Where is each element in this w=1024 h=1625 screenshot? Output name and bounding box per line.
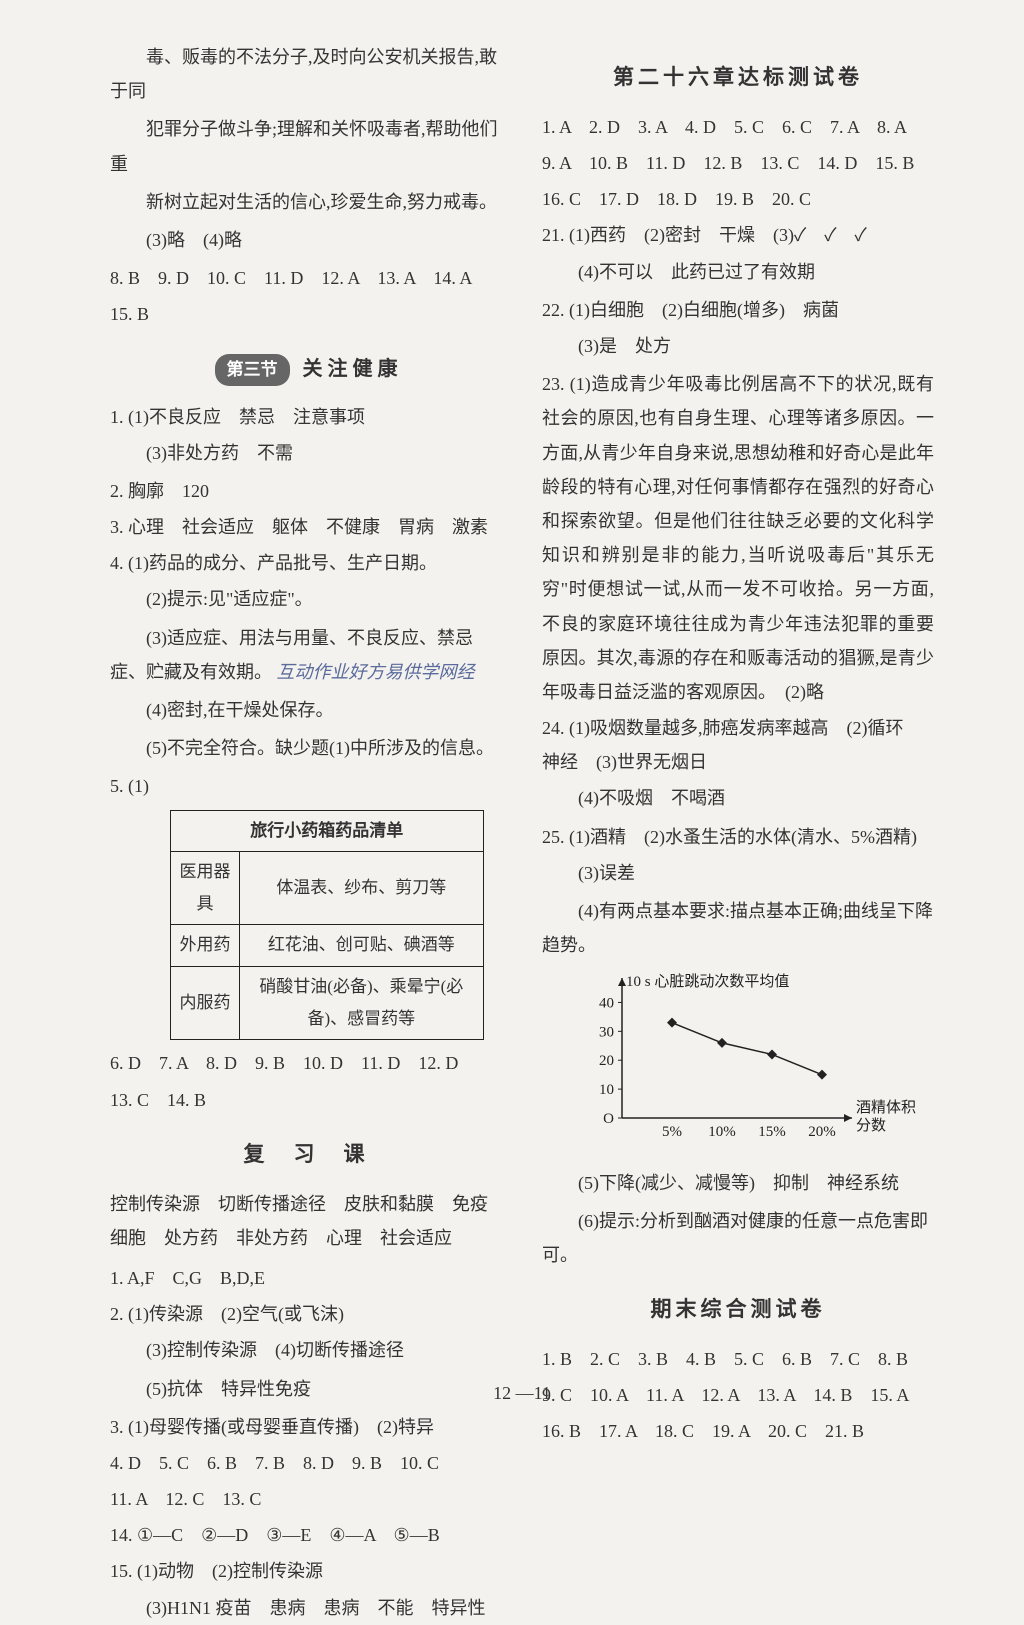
table-row: 内服药 硝酸甘油(必备)、乘晕宁(必备)、感冒药等: [171, 966, 484, 1040]
answer-row: 8. B 9. D 10. C 11. D 12. A 13. A 14. A: [110, 261, 502, 295]
body-text: (3)略 (4)略: [110, 223, 502, 257]
list-item: 2. 胸廓 120: [110, 474, 502, 508]
body-text: 毒、贩毒的不法分子,及时向公安机关报告,敢于同: [110, 40, 502, 108]
chapter-heading: 第二十六章达标测试卷: [542, 58, 934, 98]
answer-row: 1. B 2. C 3. B 4. B 5. C 6. B 7. C 8. B: [542, 1342, 934, 1376]
answer-text: (5)下降(减少、减慢等) 抑制 神经系统: [542, 1166, 934, 1200]
answer-row: 9. C 10. A 11. A 12. A 13. A 14. B 15. A: [542, 1378, 934, 1412]
answer-row: 15. B: [110, 297, 502, 331]
answer-text: (1)传染源 (2)空气(或飞沫): [128, 1304, 344, 1324]
answer-text: (4)密封,在干燥处保存。: [110, 693, 502, 727]
answer-text: (1)吸烟数量越多,肺癌发病率越高 (2)循环 神经 (3)世界无烟日: [542, 718, 921, 772]
list-item: 1. A,F C,G B,D,E: [110, 1261, 502, 1295]
answer-text: (1)药品的成分、产品批号、生产日期。: [128, 553, 437, 573]
list-item: 1. (1)不良反应 禁忌 注意事项: [110, 400, 502, 434]
cell: 红花油、创可贴、碘酒等: [240, 925, 484, 966]
answer-text: (3)H1N1 疫苗 患病 患病 不能 特异性: [110, 1591, 502, 1625]
answer-text: (1)造成青少年吸毒比例居高不下的状况,既有社会的原因,也有自身生理、心理等诸多…: [542, 374, 934, 702]
right-column: 第二十六章达标测试卷 1. A 2. D 3. A 4. D 5. C 6. C…: [542, 40, 934, 1360]
list-item: 22. (1)白细胞 (2)白细胞(增多) 病菌: [542, 293, 934, 327]
review-heading: 复 习 课: [110, 1135, 502, 1175]
svg-text:10 s 心脏跳动次数平均值: 10 s 心脏跳动次数平均值: [626, 973, 789, 990]
answer-row: 16. C 17. D 18. D 19. B 20. C: [542, 182, 934, 216]
svg-text:O: O: [603, 1111, 614, 1127]
section-title: 关 注 健 康: [303, 358, 398, 380]
answer-row: 1. A 2. D 3. A 4. D 5. C 6. C 7. A 8. A: [542, 110, 934, 144]
list-item: 25. (1)酒精 (2)水蚤生活的水体(清水、5%酒精): [542, 820, 934, 854]
list-item: 3. (1)母婴传播(或母婴垂直传播) (2)特异: [110, 1410, 502, 1444]
answer-text: (1)酒精 (2)水蚤生活的水体(清水、5%酒精): [569, 827, 917, 847]
handwriting-annotation: 互动作业好方易供学网经: [277, 662, 475, 682]
table-row: 外用药 红花油、创可贴、碘酒等: [171, 925, 484, 966]
answer-text: (3)非处方药 不需: [110, 436, 502, 470]
answer-text: (3)控制传染源 (4)切断传播途径: [110, 1333, 502, 1367]
final-heading: 期末综合测试卷: [542, 1290, 934, 1330]
table-header: 旅行小药箱药品清单: [171, 810, 484, 851]
answer-text: (5)不完全符合。缺少题(1)中所涉及的信息。: [110, 731, 502, 765]
svg-text:5%: 5%: [662, 1124, 682, 1140]
svg-text:20%: 20%: [808, 1124, 836, 1140]
cell: 硝酸甘油(必备)、乘晕宁(必备)、感冒药等: [240, 966, 484, 1040]
columns: 毒、贩毒的不法分子,及时向公安机关报告,敢于同 犯罪分子做斗争;理解和关怀吸毒者…: [110, 40, 934, 1360]
list-item: 24. (1)吸烟数量越多,肺癌发病率越高 (2)循环 神经 (3)世界无烟日: [542, 711, 934, 779]
answer-text: A,F C,G B,D,E: [127, 1268, 265, 1288]
list-item: 4. (1)药品的成分、产品批号、生产日期。: [110, 546, 502, 580]
answer-row: 4. D 5. C 6. B 7. B 8. D 9. B 10. C: [110, 1446, 502, 1480]
section-badge: 第三节: [215, 354, 290, 386]
heartbeat-chart: O 10 20 30 40 5% 10% 15% 20% 10 s 心脏跳动次数平均值酒精体积分数: [582, 968, 934, 1159]
answer-text: (2)提示:见"适应症"。: [110, 582, 502, 616]
svg-text:15%: 15%: [758, 1124, 786, 1140]
answer-row: 16. B 17. A 18. C 19. A 20. C 21. B: [542, 1414, 934, 1448]
body-text: 犯罪分子做斗争;理解和关怀吸毒者,帮助他们重: [110, 112, 502, 180]
cell: 外用药: [171, 925, 240, 966]
list-item: 15. (1)动物 (2)控制传染源: [110, 1554, 502, 1588]
answer-text: 心理 社会适应 躯体 不健康 胃病 激素: [128, 517, 488, 537]
list-item: 5. (1): [110, 769, 502, 803]
answer-text: (3)是 处方: [542, 329, 934, 363]
svg-text:20: 20: [599, 1054, 614, 1070]
cell: 医用器具: [171, 851, 240, 925]
answer-text: (1)西药 (2)密封 干燥 (3)✓ ✓ ✓: [569, 225, 867, 245]
answer-text: (4)有两点基本要求:描点基本正确;曲线呈下降趋势。: [542, 894, 934, 962]
answer-text: (3)适应症、用法与用量、不良反应、禁忌症、贮藏及有效期。 互动作业好方易供学网…: [110, 621, 502, 689]
fill-blank: 控制传染源 切断传播途径 皮肤和黏膜 免疫细胞 处方药 非处方药 心理 社会适应: [110, 1187, 502, 1255]
svg-text:10: 10: [599, 1083, 614, 1099]
answer-row: 13. C 14. B: [110, 1083, 502, 1117]
answer-row: 6. D 7. A 8. D 9. B 10. D 11. D 12. D: [110, 1046, 502, 1080]
section-heading: 第三节 关 注 健 康: [110, 350, 502, 388]
answer-text: (1)不良反应 禁忌 注意事项: [128, 407, 365, 427]
list-item: 21. (1)西药 (2)密封 干燥 (3)✓ ✓ ✓: [542, 218, 934, 252]
svg-text:酒精体积: 酒精体积: [856, 1099, 916, 1116]
cell: 体温表、纱布、剪刀等: [240, 851, 484, 925]
cell: 内服药: [171, 966, 240, 1040]
answer-text: (4)不吸烟 不喝酒: [542, 781, 934, 815]
table-row: 医用器具 体温表、纱布、剪刀等: [171, 851, 484, 925]
answer-text: (3)误差: [542, 856, 934, 890]
answer-row: 9. A 10. B 11. D 12. B 13. C 14. D 15. B: [542, 146, 934, 180]
svg-text:40: 40: [599, 996, 614, 1012]
chart-svg: O 10 20 30 40 5% 10% 15% 20% 10 s 心脏跳动次数平均值酒精体积分数: [582, 968, 922, 1148]
svg-text:10%: 10%: [708, 1124, 736, 1140]
left-column: 毒、贩毒的不法分子,及时向公安机关报告,敢于同 犯罪分子做斗争;理解和关怀吸毒者…: [110, 40, 502, 1360]
list-item: 23. (1)造成青少年吸毒比例居高不下的状况,既有社会的原因,也有自身生理、心…: [542, 367, 934, 709]
answer-text: (1)动物 (2)控制传染源: [137, 1561, 323, 1581]
list-item: 3. 心理 社会适应 躯体 不健康 胃病 激素: [110, 510, 502, 544]
list-item: 2. (1)传染源 (2)空气(或飞沫): [110, 1297, 502, 1331]
answer-text: (1)白细胞 (2)白细胞(增多) 病菌: [569, 300, 839, 320]
answer-row: 11. A 12. C 13. C: [110, 1482, 502, 1516]
medkit-table: 旅行小药箱药品清单 医用器具 体温表、纱布、剪刀等 外用药 红花油、创可贴、碘酒…: [170, 810, 484, 1041]
answer-text: (1)母婴传播(或母婴垂直传播) (2)特异: [128, 1417, 434, 1437]
answer-text: (4)不可以 此药已过了有效期: [542, 255, 934, 289]
answer-text: (5)抗体 特异性免疫: [110, 1372, 502, 1406]
answer-text: 胸廓 120: [128, 481, 209, 501]
answer-text: (6)提示:分析到酗酒对健康的任意一点危害即可。: [542, 1204, 934, 1272]
svg-text:30: 30: [599, 1025, 614, 1041]
list-item: 14. ①—C ②—D ③—E ④—A ⑤—B: [110, 1518, 502, 1552]
answer-text: ①—C ②—D ③—E ④—A ⑤—B: [137, 1525, 440, 1545]
body-text: 新树立起对生活的信心,珍爱生命,努力戒毒。: [110, 185, 502, 219]
svg-text:分数: 分数: [856, 1117, 886, 1134]
